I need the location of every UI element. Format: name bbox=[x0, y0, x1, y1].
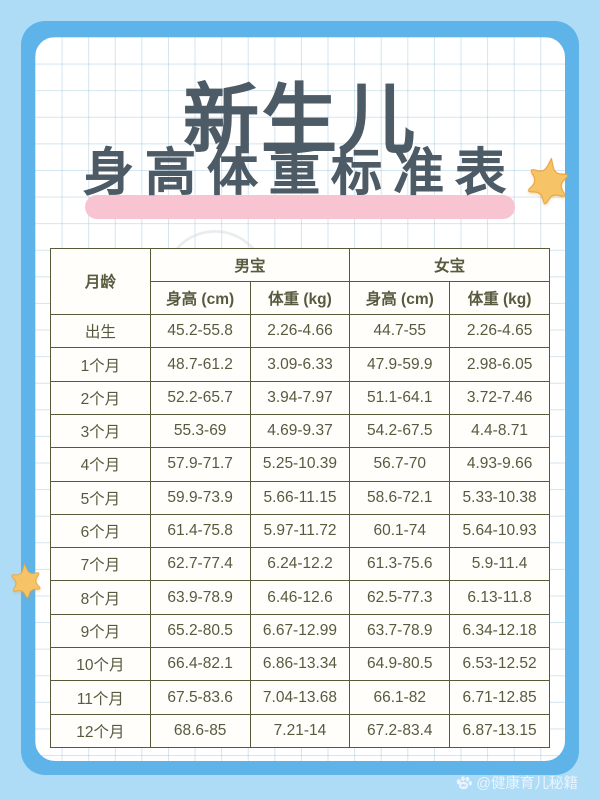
svg-text:du: du bbox=[461, 784, 466, 788]
